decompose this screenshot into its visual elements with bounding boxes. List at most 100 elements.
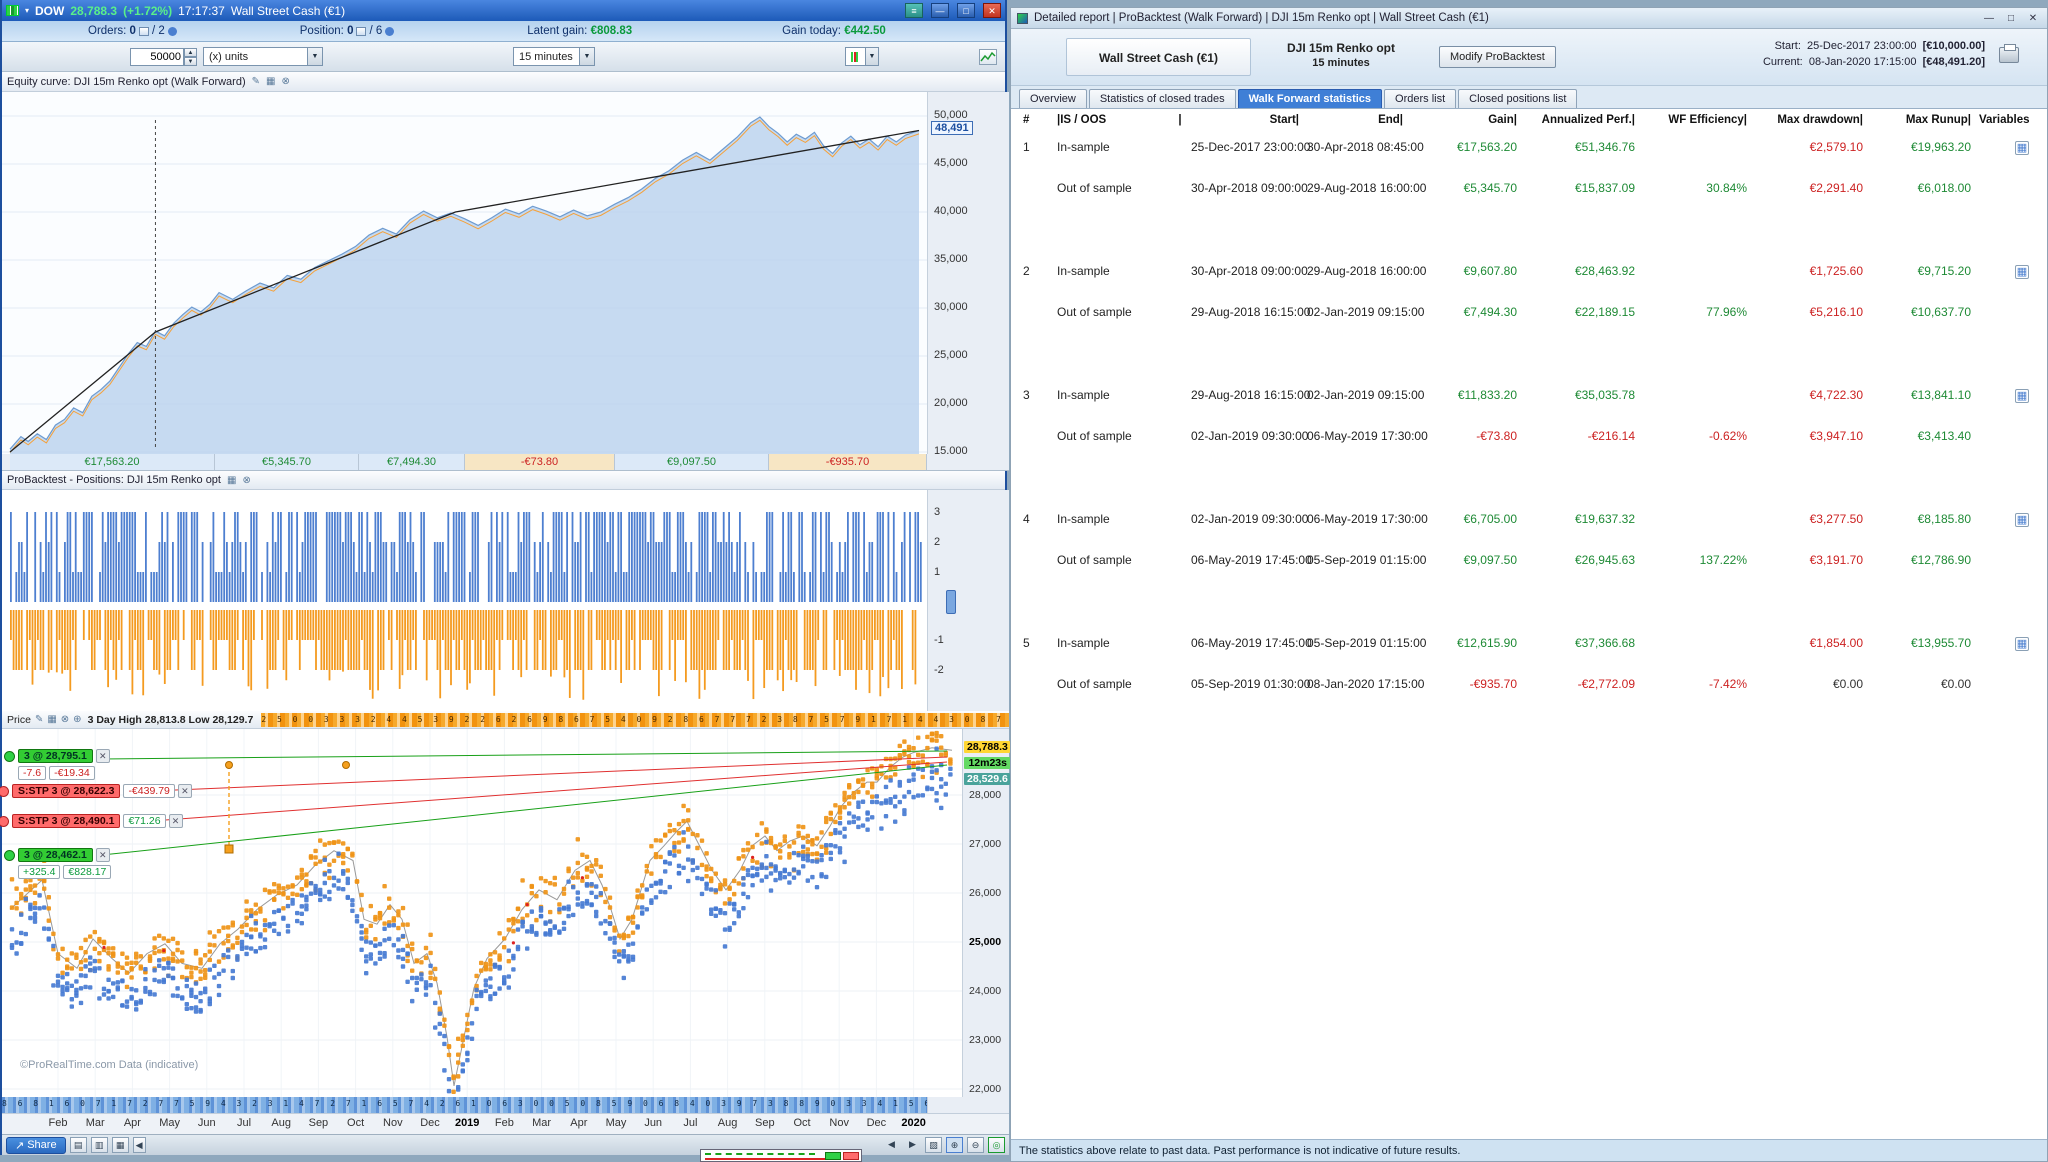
- minimize-button[interactable]: —: [1981, 13, 1997, 24]
- print-icon[interactable]: [1999, 47, 2019, 63]
- equity-tick: 45,000: [934, 157, 968, 169]
- table-row[interactable]: Out of sample30-Apr-2018 09:00:0029-Aug-…: [1019, 179, 2041, 220]
- volume-strip: 8 6 8 1 6 0 7 1 7 2 7 7 5 9 4 3 2 3 1 4 …: [2, 1097, 927, 1113]
- edit-icon[interactable]: ✎: [252, 76, 260, 87]
- position-ticket[interactable]: S:STP 3 @ 28,490.1€71.26✕: [12, 814, 183, 828]
- table-row[interactable]: Out of sample29-Aug-2018 16:15:0002-Jan-…: [1019, 303, 2041, 344]
- ticket-close-icon[interactable]: ✕: [178, 784, 192, 798]
- orders-value: 0: [130, 25, 136, 37]
- report-header: Wall Street Cash (€1) DJI 15m Renko opt …: [1011, 29, 2047, 86]
- table-row[interactable]: Out of sample06-May-2019 17:45:0005-Sep-…: [1019, 551, 2041, 592]
- close-panel-icon[interactable]: ⊗: [242, 475, 250, 486]
- month-label: Feb: [495, 1117, 514, 1129]
- ticket-close-icon[interactable]: ✕: [96, 749, 110, 763]
- edit-icon[interactable]: ✎: [35, 714, 43, 725]
- gain-today-value: €442.50: [844, 25, 886, 37]
- zoom-in-button[interactable]: ⊕: [946, 1137, 963, 1153]
- sparkline-icon[interactable]: [979, 49, 997, 65]
- ticket-close-icon[interactable]: ✕: [96, 848, 110, 862]
- column-header: |IS / OOS: [1053, 112, 1173, 128]
- table-row[interactable]: Out of sample05-Sep-2019 01:30:0008-Jan-…: [1019, 675, 2041, 716]
- positions-tick: -2: [934, 664, 944, 676]
- watermark: ©ProRealTime.com Data (indicative): [20, 1059, 198, 1071]
- maximize-button[interactable]: □: [957, 3, 975, 18]
- month-label: 2020: [901, 1117, 925, 1129]
- panel-icon[interactable]: ▦: [47, 714, 56, 725]
- segment-gain-value: €9,097.50: [615, 454, 769, 470]
- variables-icon[interactable]: ▦: [2015, 141, 2029, 155]
- variables-icon[interactable]: ▦: [2015, 265, 2029, 279]
- window-menu-button[interactable]: ≡: [905, 3, 923, 18]
- red-price-tag: [843, 1152, 859, 1160]
- panel-icon[interactable]: ▦: [266, 76, 275, 87]
- report-titlebar[interactable]: Detailed report | ProBacktest (Walk Forw…: [1011, 8, 2047, 29]
- table-row[interactable]: 1In-sample25-Dec-2017 23:00:0030-Apr-201…: [1019, 138, 2041, 179]
- tab-orders-list[interactable]: Orders list: [1384, 89, 1456, 108]
- chart-window-titlebar[interactable]: ▾ DOW 28,788.3 (+1.72%) 17:17:37 Wall St…: [2, 0, 1005, 21]
- price-special-tag: 12m23s: [964, 757, 1010, 769]
- units-select[interactable]: (x) units ▼: [203, 47, 323, 66]
- start-label: Start:: [1775, 40, 1801, 52]
- tab-closed-positions-list[interactable]: Closed positions list: [1458, 89, 1577, 108]
- positions-chart[interactable]: 321-1-2: [2, 490, 1009, 711]
- modify-probacktest-button[interactable]: Modify ProBacktest: [1439, 46, 1556, 68]
- position-ticket[interactable]: 3 @ 28,795.1✕: [18, 749, 110, 763]
- partial-window-fragment[interactable]: [700, 1149, 862, 1162]
- last-price: 28,788.3: [70, 4, 117, 18]
- close-panel-icon[interactable]: ⊗: [61, 714, 69, 725]
- current-capital: [€48,491.20]: [1923, 56, 1985, 68]
- close-button[interactable]: ✕: [983, 3, 1001, 18]
- orders-max: / 2: [152, 25, 165, 37]
- chart-mode-icon[interactable]: ▨: [925, 1137, 942, 1153]
- user-icon[interactable]: ▤: [70, 1137, 87, 1153]
- walkforward-group: 3In-sample29-Aug-2018 16:15:0002-Jan-201…: [1019, 386, 2041, 468]
- chart-style-button[interactable]: ▼: [845, 47, 879, 66]
- positions-axis: 321-1-2: [927, 490, 1009, 711]
- position-ticket[interactable]: S:STP 3 @ 28,622.3-€439.79✕: [12, 784, 192, 798]
- timeframe-select[interactable]: 15 minutes ▼: [513, 47, 595, 66]
- month-label: Oct: [793, 1117, 810, 1129]
- maximize-button[interactable]: □: [2003, 13, 2019, 24]
- tab-overview[interactable]: Overview: [1019, 89, 1087, 108]
- position-ticket[interactable]: 3 @ 28,462.1✕: [18, 848, 110, 862]
- orders-list-icon[interactable]: [139, 27, 149, 36]
- ticket-close-icon[interactable]: ✕: [169, 814, 183, 828]
- close-button[interactable]: ✕: [2025, 13, 2041, 24]
- tab-statistics-of-closed-trades[interactable]: Statistics of closed trades: [1089, 89, 1236, 108]
- titlebar-dropdown-icon[interactable]: ▾: [25, 6, 29, 15]
- add-icon[interactable]: ⊕: [73, 714, 81, 725]
- close-panel-icon[interactable]: ⊗: [281, 76, 289, 87]
- pan-right-button[interactable]: ▶: [904, 1137, 921, 1153]
- scroll-left-button[interactable]: ◀: [133, 1137, 146, 1153]
- minimize-button[interactable]: —: [931, 3, 949, 18]
- share-button[interactable]: ↗ Share: [6, 1137, 66, 1154]
- price-tick: 23,000: [969, 1034, 1001, 1046]
- scrollbar-thumb[interactable]: [946, 590, 956, 614]
- green-price-tag: [825, 1152, 841, 1160]
- orders-settings-gear-icon[interactable]: [168, 27, 177, 36]
- equity-chart[interactable]: 48,491 50,00045,00040,00035,00030,00025,…: [2, 92, 1009, 454]
- variables-icon[interactable]: ▦: [2015, 637, 2029, 651]
- position-list-icon[interactable]: [356, 27, 366, 36]
- position-settings-gear-icon[interactable]: [385, 27, 394, 36]
- screenshot-icon[interactable]: ▥: [91, 1137, 108, 1153]
- grid-icon[interactable]: ▦: [112, 1137, 129, 1153]
- quantity-input[interactable]: [130, 48, 184, 66]
- table-row[interactable]: Out of sample02-Jan-2019 09:30:0006-May-…: [1019, 427, 2041, 468]
- table-row[interactable]: 5In-sample06-May-2019 17:45:0005-Sep-201…: [1019, 634, 2041, 675]
- crosshair-icon[interactable]: ◎: [988, 1137, 1005, 1153]
- price-chart[interactable]: 3 @ 28,795.1✕ -7.6-€19.34 S:STP 3 @ 28,622…: [2, 729, 1009, 1097]
- table-row[interactable]: 3In-sample29-Aug-2018 16:15:0002-Jan-201…: [1019, 386, 2041, 427]
- table-row[interactable]: 4In-sample02-Jan-2019 09:30:0006-May-201…: [1019, 510, 2041, 551]
- position-ticket[interactable]: +325.4€828.17: [18, 865, 111, 879]
- variables-icon[interactable]: ▦: [2015, 389, 2029, 403]
- quantity-stepper[interactable]: ▲▼: [184, 48, 197, 66]
- pan-left-button[interactable]: ◀: [883, 1137, 900, 1153]
- variables-icon[interactable]: ▦: [2015, 513, 2029, 527]
- position-ticket[interactable]: -7.6-€19.34: [18, 766, 95, 780]
- panel-icon[interactable]: ▦: [227, 475, 236, 486]
- tab-walk-forward-statistics[interactable]: Walk Forward statistics: [1238, 89, 1382, 108]
- ticket-value-chip: €828.17: [63, 865, 111, 879]
- zoom-out-button[interactable]: ⊖: [967, 1137, 984, 1153]
- table-row[interactable]: 2In-sample30-Apr-2018 09:00:0029-Aug-201…: [1019, 262, 2041, 303]
